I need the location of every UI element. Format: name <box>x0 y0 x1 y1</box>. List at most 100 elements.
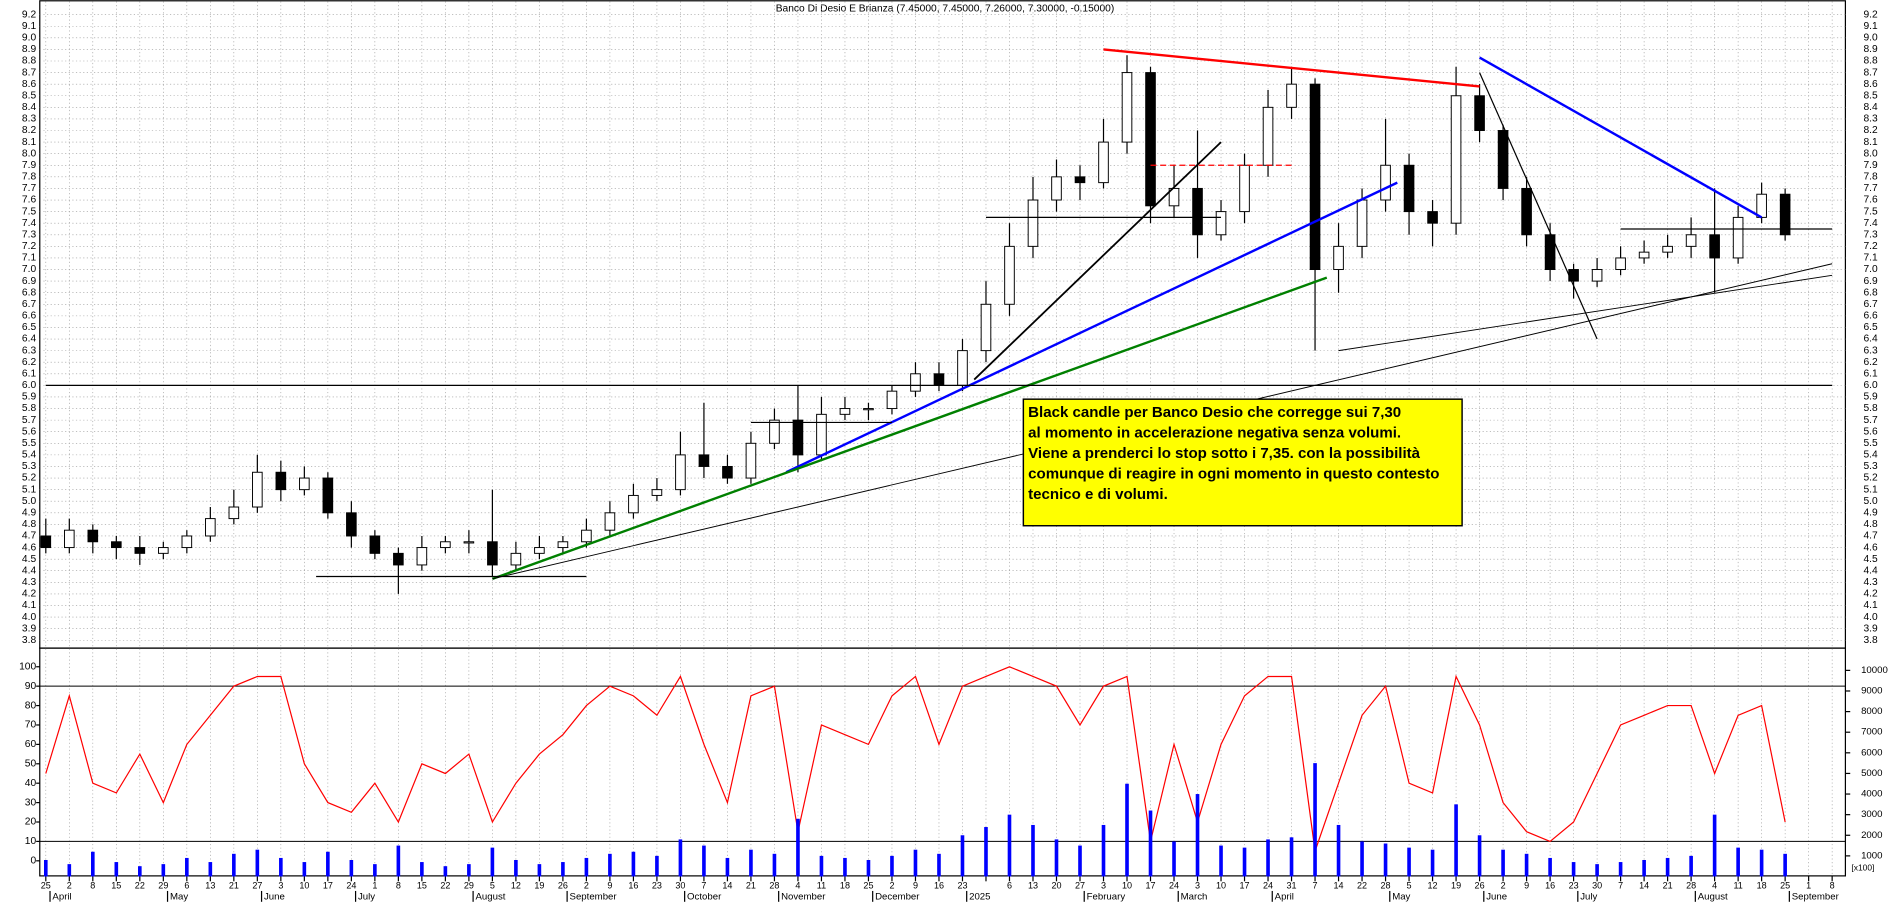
volume-bar <box>43 860 48 877</box>
candle-body <box>839 408 851 415</box>
volume-bar <box>772 853 777 877</box>
candle-body <box>698 454 710 467</box>
volume-bar <box>161 864 166 877</box>
candle-body <box>722 465 733 479</box>
x-tick-label: 10 <box>299 881 309 891</box>
y-tick-label-right: 5.5 <box>1863 438 1878 449</box>
volume-bar <box>913 849 918 877</box>
y-tick-label-right: 7.7 <box>1863 183 1878 194</box>
candle-body <box>1474 95 1485 131</box>
volume-bar <box>279 857 283 877</box>
y-tick-label-right: 5.0 <box>1863 496 1878 507</box>
y-tick-label: 90 <box>25 681 37 692</box>
month-label: June <box>1486 892 1507 902</box>
candle-body <box>228 506 240 520</box>
y-tick-label-right: 6.9 <box>1863 276 1878 287</box>
volume-bar <box>937 853 941 877</box>
x-tick-label: 18 <box>1757 881 1767 891</box>
volume-bar <box>1242 847 1247 877</box>
x-tick-label: 22 <box>440 881 450 891</box>
candle-body <box>40 535 52 549</box>
y-tick-label-right: 4.6 <box>1863 542 1878 553</box>
x-tick-label: 13 <box>205 881 215 891</box>
month-label: August <box>1698 892 1728 902</box>
candle-body <box>1239 164 1250 213</box>
candle-body <box>1615 257 1626 271</box>
volume-bar <box>1360 841 1364 877</box>
y-tick-label-right: 4.2 <box>1863 589 1878 600</box>
candle-body <box>205 518 216 537</box>
y-tick-label: 8.9 <box>22 44 37 55</box>
x-tick-label: 5 <box>1407 881 1412 891</box>
candle-body <box>1309 83 1321 271</box>
x-tick-label: 2 <box>67 881 72 891</box>
annotation-text: tecnico e di volumi. <box>1028 486 1168 503</box>
x-tick-label: 24 <box>346 881 356 891</box>
y-tick-label-right: 4.3 <box>1863 577 1878 588</box>
x-tick-label: 28 <box>769 881 779 891</box>
month-label: April <box>52 892 71 902</box>
candle-body <box>1262 106 1274 166</box>
y-tick-label: 4.4 <box>22 565 37 576</box>
x-tick-label: 21 <box>1663 881 1673 891</box>
candle-body <box>557 541 569 549</box>
month-label: July <box>1580 892 1597 902</box>
y-tick-label-right: 7.0 <box>1863 264 1878 275</box>
y-tick-label: 7.5 <box>22 206 37 217</box>
x-tick-label: 28 <box>1686 881 1696 891</box>
x-tick-label: 7 <box>1313 881 1318 891</box>
y2-tick-label: 5000 <box>1861 768 1882 779</box>
candle-body <box>393 552 404 566</box>
y-tick-label: 4.0 <box>22 612 37 623</box>
y-tick-label: 6.3 <box>22 345 37 356</box>
y-tick-label-right: 4.0 <box>1863 612 1878 623</box>
y-tick-label-right: 5.2 <box>1863 473 1878 484</box>
x-tick-label: 7 <box>701 881 706 891</box>
y-tick-label: 7.2 <box>22 241 37 252</box>
x-tick-label: 3 <box>1195 881 1200 891</box>
trend-line <box>973 141 1222 381</box>
candle-body <box>1732 216 1744 259</box>
month-label: August <box>476 892 506 902</box>
x-tick-label: 11 <box>1733 881 1742 891</box>
x-tick-label: 23 <box>957 881 967 891</box>
volume-bar <box>514 860 518 877</box>
volume-bar <box>1454 804 1458 877</box>
volume-bar <box>702 845 706 877</box>
x-tick-label: 12 <box>511 881 521 891</box>
x-tick-label: 29 <box>464 881 474 891</box>
y-tick-label: 5.7 <box>22 415 37 426</box>
y-tick-label: 4.8 <box>22 519 37 530</box>
candle-body <box>64 529 75 549</box>
volume-bar <box>843 857 847 877</box>
x-tick-label: 10 <box>1122 881 1132 891</box>
y-tick-label: 7.4 <box>22 218 37 229</box>
volume-bar <box>1101 824 1106 877</box>
x-tick-label: 30 <box>675 881 685 891</box>
candle-body <box>675 454 686 491</box>
month-label: February <box>1087 892 1126 902</box>
y-tick-label-right: 7.3 <box>1863 229 1878 240</box>
x-tick-label: 29 <box>158 881 168 891</box>
y-tick-label: 6.5 <box>22 322 37 333</box>
candle-body <box>604 512 616 531</box>
volume-bar <box>561 862 565 877</box>
volume-bar <box>749 849 753 877</box>
candle-body <box>87 529 99 543</box>
candle-body <box>792 419 804 456</box>
trend-line <box>1479 72 1598 340</box>
x-tick-label: 23 <box>652 881 662 891</box>
y-tick-label-right: 6.6 <box>1863 311 1878 322</box>
y2-tick-label: 8000 <box>1861 706 1882 717</box>
volume-bar <box>1759 849 1764 877</box>
candle-body <box>1709 234 1720 259</box>
y-tick-label: 9.1 <box>22 21 37 32</box>
month-label: June <box>264 892 285 902</box>
x-tick-label: 22 <box>1357 881 1367 891</box>
volume-bar <box>1642 860 1646 877</box>
volume-bar <box>1336 824 1341 877</box>
y-tick-label-right: 8.8 <box>1863 56 1878 67</box>
volume-bar <box>420 862 424 877</box>
volume-bar <box>678 839 683 877</box>
